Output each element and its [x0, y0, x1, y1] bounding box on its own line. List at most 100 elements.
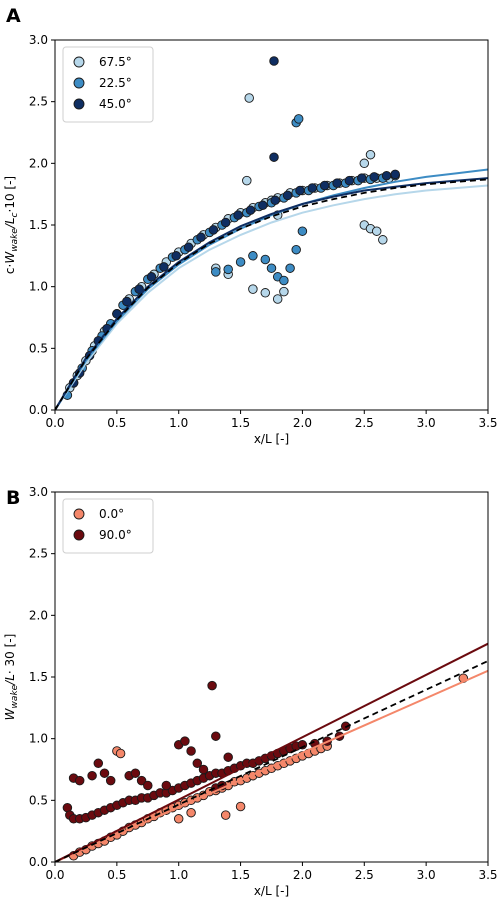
data-point	[235, 257, 246, 267]
series-1-points	[62, 114, 400, 400]
data-point	[161, 780, 172, 791]
legend-label: 45.0°	[99, 97, 132, 111]
x-tick-label: 0.0	[45, 416, 64, 430]
data-point	[266, 263, 277, 273]
data-point	[183, 242, 194, 252]
data-point	[143, 780, 153, 791]
x-tick-label: 1.0	[169, 416, 188, 430]
x-tick-label: 0.0	[45, 868, 64, 882]
y-axis-label: c·Wwake/Lc·10 [-]	[3, 176, 20, 274]
data-point	[223, 752, 233, 762]
data-point	[115, 748, 126, 759]
data-point	[196, 232, 206, 243]
data-point	[248, 251, 258, 261]
data-point	[295, 185, 305, 196]
data-point	[260, 288, 271, 298]
y-axis-label: Wwake/L· 30 [-]	[3, 634, 20, 721]
y-tick-label: 1.0	[29, 732, 48, 746]
data-point	[245, 205, 256, 215]
y-tick-label: 2.0	[29, 608, 48, 622]
data-point	[357, 173, 367, 183]
plot-area	[55, 642, 488, 862]
data-point	[344, 175, 355, 186]
mean-fit-line	[55, 178, 488, 410]
data-point	[242, 175, 252, 186]
y-axis-label-part: W	[3, 251, 17, 264]
y-axis-label-part: /L	[3, 217, 17, 229]
data-point	[105, 775, 116, 786]
data-point	[258, 200, 268, 211]
data-point	[390, 169, 400, 180]
data-point	[279, 286, 289, 297]
legend-label: 22.5°	[99, 76, 132, 90]
data-point	[198, 764, 209, 775]
y-tick-label: 3.0	[29, 485, 48, 499]
legend: 67.5° 22.5° 45.0°	[62, 46, 154, 123]
y-axis-label-part: · 30 [-]	[3, 634, 17, 674]
x-tick-label: 1.5	[231, 416, 250, 430]
data-point	[269, 56, 279, 66]
x-tick-label: 1.5	[231, 868, 250, 882]
data-point	[146, 272, 157, 282]
y-tick-label: 1.5	[29, 670, 48, 684]
data-point	[359, 158, 370, 169]
data-point	[186, 807, 196, 818]
data-point	[307, 183, 318, 193]
data-point	[220, 217, 231, 228]
y-axis-label-part: W	[3, 707, 17, 720]
y-tick-label: 2.5	[29, 547, 48, 561]
x-tick-label: 3.5	[478, 416, 497, 430]
data-point	[122, 296, 132, 307]
data-point	[291, 244, 301, 255]
x-tick-label: 0.5	[107, 416, 126, 430]
data-point	[378, 235, 388, 245]
y-tick-label: 0.0	[29, 403, 48, 417]
data-point	[211, 267, 221, 277]
legend-label: 67.5°	[99, 55, 132, 69]
legend-box	[62, 498, 154, 554]
data-point	[99, 768, 110, 778]
data-point	[208, 225, 219, 235]
legend-label: 0.0°	[99, 507, 124, 521]
data-point	[319, 180, 330, 191]
data-point	[207, 680, 217, 691]
data-point	[180, 736, 190, 746]
data-point	[220, 810, 231, 820]
x-tick-label: 2.0	[293, 868, 312, 882]
data-point	[282, 190, 293, 201]
y-axis-label-part: c·	[3, 264, 17, 274]
data-point	[365, 149, 376, 160]
y-tick-label: 0.5	[29, 341, 48, 355]
data-point	[269, 152, 279, 162]
data-point	[233, 210, 243, 220]
mean-fit-line	[55, 660, 488, 862]
chart-panel-b: B 0.0 0.5 1.0 1.5 2.0 2.5 3.0 3.5 0.0 0.5 1.0 1.5 2.0…	[3, 485, 498, 898]
y-tick-label: 0.0	[29, 855, 48, 869]
x-tick-label: 2.0	[293, 416, 312, 430]
data-point	[285, 263, 295, 273]
series-2-fit-line	[55, 177, 488, 410]
series-1-fit-line	[55, 642, 488, 862]
data-point	[248, 284, 258, 294]
series-0-fit-line	[55, 669, 488, 862]
data-point	[186, 746, 196, 756]
data-point	[130, 768, 141, 778]
data-point	[371, 226, 382, 236]
y-axis-label-part: c	[10, 212, 20, 217]
x-axis-label: x/L [-]	[254, 884, 289, 898]
y-axis-label-part: wake	[10, 684, 20, 708]
data-point	[244, 93, 254, 103]
legend-marker	[73, 508, 85, 520]
legend-marker	[73, 529, 85, 541]
y-tick-label: 1.5	[29, 218, 48, 232]
data-point	[192, 758, 203, 769]
y-tick-label: 0.5	[29, 793, 48, 807]
data-point	[260, 254, 271, 265]
legend-label: 90.0°	[99, 528, 132, 542]
y-axis-label-part: wake	[10, 228, 20, 252]
data-point	[381, 170, 392, 181]
data-point	[134, 284, 144, 294]
data-point	[159, 262, 169, 272]
